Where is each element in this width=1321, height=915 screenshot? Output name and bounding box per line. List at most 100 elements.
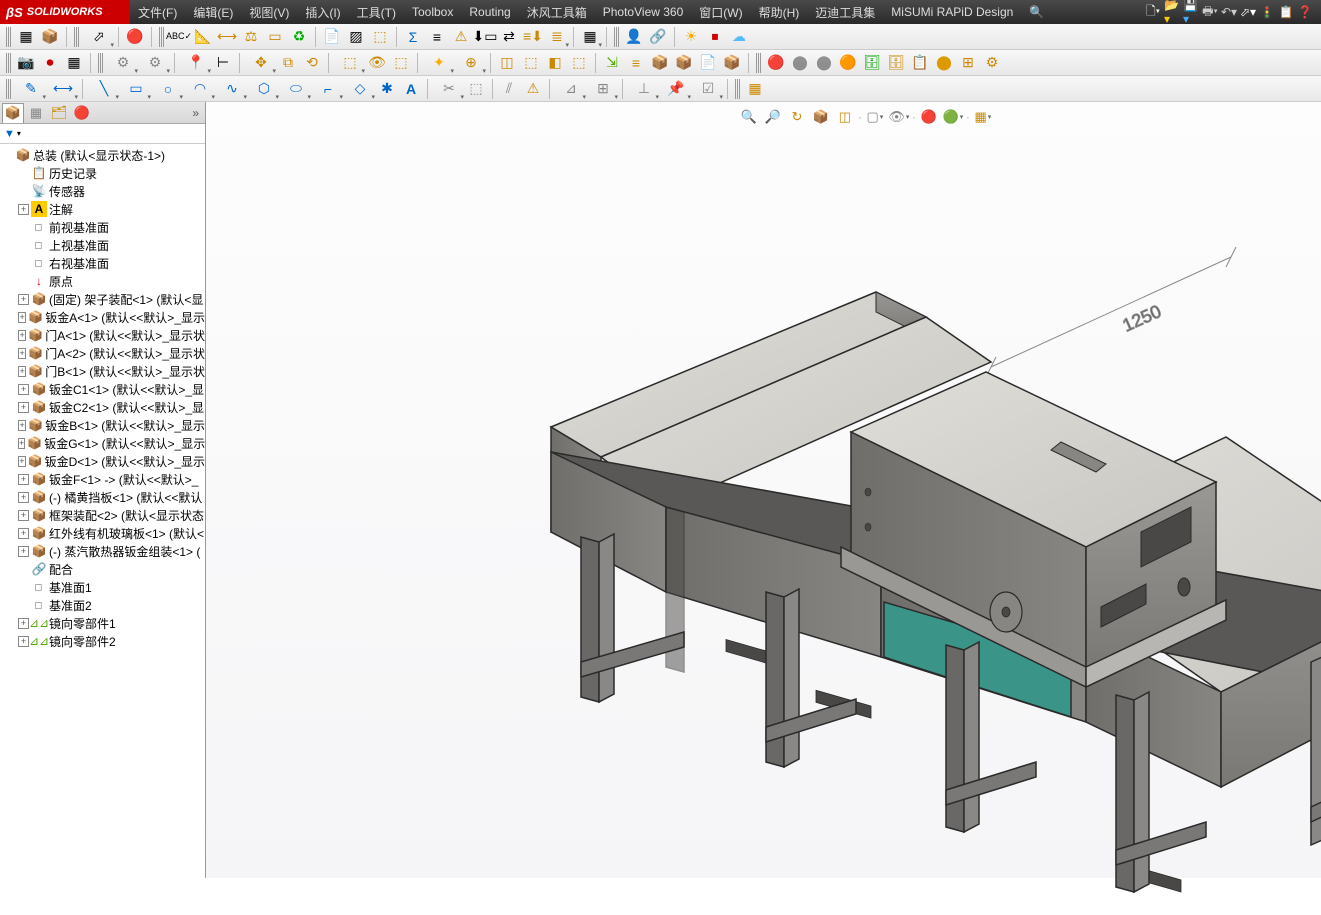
menu-window[interactable]: 窗口(W): [691, 0, 750, 24]
undo-icon[interactable]: ↶▾: [1221, 4, 1237, 20]
tb-ball3-icon[interactable]: ⬤: [813, 52, 835, 74]
tb-clip-icon[interactable]: 📋: [909, 52, 931, 74]
feature-tree[interactable]: 📦 总装 (默认<显示状态-1>) 📋历史记录📡传感器+A注解◇前视基准面◇上视…: [0, 144, 205, 878]
rebuild-icon[interactable]: 🚦: [1259, 4, 1275, 20]
expand-icon[interactable]: +: [18, 294, 29, 305]
display-style-icon[interactable]: ▢: [864, 106, 886, 128]
expand-icon[interactable]: +: [18, 402, 29, 413]
tree-item[interactable]: +📦钣金C1<1> (默认<<默认>_显: [0, 380, 205, 398]
scene-icon[interactable]: 🔴: [918, 106, 940, 128]
tree-item[interactable]: +📦(固定) 架子装配<1> (默认<显: [0, 290, 205, 308]
tree-item[interactable]: +📦钣金A<1> (默认<<默认>_显示: [0, 308, 205, 326]
menu-view[interactable]: 视图(V): [241, 0, 297, 24]
viewport-3d[interactable]: 🔍 🔎 ↻ 📦 ◫ · ▢ 👁 · 🔴 🟢 · ▦: [206, 102, 1321, 878]
expand-icon[interactable]: +: [18, 456, 26, 467]
tb-ball2-icon[interactable]: ⬤: [789, 52, 811, 74]
tree-item[interactable]: +📦钣金G<1> (默认<<默认>_显示: [0, 434, 205, 452]
tb-iso-icon[interactable]: ⬚: [390, 52, 412, 74]
tb-list-icon[interactable]: ≡: [426, 26, 448, 48]
expand-icon[interactable]: +: [18, 438, 25, 449]
tb-move-icon[interactable]: ✥: [245, 52, 275, 74]
grip[interactable]: [6, 79, 11, 99]
menu-tools[interactable]: 工具(T): [349, 0, 404, 24]
tb-doc2-icon[interactable]: 📄: [697, 52, 719, 74]
expand-icon[interactable]: +: [18, 366, 26, 377]
tb-pkg2-icon[interactable]: 📦: [673, 52, 695, 74]
tb-hide-icon[interactable]: 👁: [366, 52, 388, 74]
menu-help[interactable]: 帮助(H): [751, 0, 808, 24]
tree-item[interactable]: +📦门B<1> (默认<<默认>_显示状: [0, 362, 205, 380]
tb-db-icon[interactable]: 🗄: [861, 52, 883, 74]
tb-warn-icon[interactable]: ⚠: [450, 26, 472, 48]
save-icon[interactable]: 💾▾: [1183, 4, 1199, 20]
tb-trim-icon[interactable]: ✂: [433, 78, 463, 100]
tb-align-icon[interactable]: ⊢: [212, 52, 234, 74]
tb-table-icon[interactable]: ▦: [579, 26, 601, 48]
menu-file[interactable]: 文件(F): [130, 0, 185, 24]
tb-cube3-icon[interactable]: ◧: [544, 52, 566, 74]
tb-pattern-icon[interactable]: ⊞: [587, 78, 617, 100]
tb-stop-icon[interactable]: ⏹: [704, 26, 726, 48]
tb-sum-icon[interactable]: Σ: [402, 26, 424, 48]
grip[interactable]: [74, 27, 79, 47]
tb-rel-icon[interactable]: ⊥: [628, 78, 658, 100]
options-icon[interactable]: 📋: [1278, 4, 1294, 20]
tree-item[interactable]: +📦门A<2> (默认<<默认>_显示状: [0, 344, 205, 362]
tb-asm-icon[interactable]: 📦: [39, 26, 61, 48]
new-icon[interactable]: 🗋▾: [1145, 4, 1161, 20]
menu-misumi[interactable]: MiSUMi RAPiD Design: [883, 0, 1021, 24]
tb-gold-icon[interactable]: ⬤: [933, 52, 955, 74]
tb-box-icon[interactable]: ▭: [264, 26, 286, 48]
grip[interactable]: [6, 53, 11, 73]
expand-icon[interactable]: +: [18, 546, 29, 557]
tb-line-icon[interactable]: ╲: [88, 78, 118, 100]
tree-item[interactable]: 🔗配合: [0, 560, 205, 578]
tb-cloud-icon[interactable]: ☁: [728, 26, 750, 48]
tb-layer-icon[interactable]: ≡⬇: [522, 26, 544, 48]
expand-icon[interactable]: +: [18, 474, 29, 485]
tb-pin-icon[interactable]: 📍: [180, 52, 210, 74]
tb-doc-icon[interactable]: 📄: [321, 26, 343, 48]
tb-recycle-icon[interactable]: ♻: [288, 26, 310, 48]
tb-camera-icon[interactable]: 📷: [15, 52, 37, 74]
menu-photoview[interactable]: PhotoView 360: [595, 0, 692, 24]
tb-arc-icon[interactable]: ◠: [184, 78, 214, 100]
tb-autodim-icon[interactable]: ⟷: [216, 26, 238, 48]
select-icon[interactable]: ⬀▾: [1240, 4, 1256, 20]
tb-chk-icon[interactable]: ☑: [692, 78, 722, 100]
tree-item[interactable]: +⊿⊿镜向零部件1: [0, 614, 205, 632]
tb-sun-icon[interactable]: ☀: [680, 26, 702, 48]
tree-item[interactable]: +📦钣金D<1> (默认<<默认>_显示: [0, 452, 205, 470]
expand-icon[interactable]: +: [18, 510, 29, 521]
tab-config[interactable]: 🗂: [48, 103, 70, 123]
tree-item[interactable]: 📋历史记录: [0, 164, 205, 182]
tb-end-icon[interactable]: ▦: [744, 78, 766, 100]
pan-icon[interactable]: 📦: [810, 106, 832, 128]
tb-grid-icon[interactable]: ▦: [15, 26, 37, 48]
tb-win-icon[interactable]: ⊞: [957, 52, 979, 74]
tb-sel-icon[interactable]: ⬚: [334, 52, 364, 74]
grip[interactable]: [98, 53, 103, 73]
tb-sketch-icon[interactable]: ✎: [15, 78, 45, 100]
tb-cube1-icon[interactable]: ◫: [496, 52, 518, 74]
view-orient-icon[interactable]: ▦: [972, 106, 994, 128]
tab-property[interactable]: ▦: [25, 103, 47, 123]
tb-copy-icon[interactable]: ⧉: [277, 52, 299, 74]
tb-format-icon[interactable]: 📐: [192, 26, 214, 48]
scene2-icon[interactable]: 🟢: [942, 106, 964, 128]
expand-icon[interactable]: +: [18, 618, 29, 629]
grip[interactable]: [159, 27, 164, 47]
tree-item[interactable]: ◇上视基准面: [0, 236, 205, 254]
tree-item[interactable]: +📦(-) 蒸汽散热器钣金组装<1> (: [0, 542, 205, 560]
grip[interactable]: [614, 27, 619, 47]
grip[interactable]: [756, 53, 761, 73]
grip[interactable]: [6, 27, 11, 47]
expand-icon[interactable]: +: [18, 636, 29, 647]
tree-item[interactable]: +📦红外线有机玻璃板<1> (默认<: [0, 524, 205, 542]
tree-root[interactable]: 📦 总装 (默认<显示状态-1>): [0, 146, 205, 164]
expand-icon[interactable]: »: [192, 106, 203, 120]
tb-extend-icon[interactable]: ⬚: [465, 78, 487, 100]
tree-item[interactable]: +📦钣金F<1> -> (默认<<默认>_: [0, 470, 205, 488]
tb-spark-icon[interactable]: ✦: [423, 52, 453, 74]
tb-rotate-icon[interactable]: ⟲: [301, 52, 323, 74]
